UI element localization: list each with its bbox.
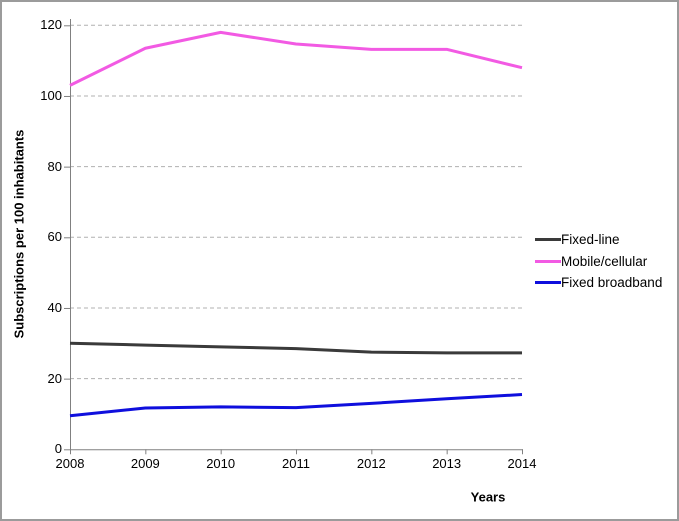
legend-label: Fixed broadband (561, 275, 663, 291)
legend-line-swatch (535, 238, 561, 242)
x-tick-label: 2013 (432, 456, 462, 472)
y-tick-label: 100 (40, 87, 62, 103)
y-tick-label: 120 (40, 17, 62, 33)
legend-label: Fixed-line (561, 232, 620, 248)
legend-line-swatch (535, 259, 561, 263)
y-tick-label: 20 (47, 370, 62, 386)
series-line-fixed-broadband (69, 393, 523, 418)
y-tick-label: 60 (47, 229, 62, 245)
legend-label: Mobile/cellular (561, 253, 648, 269)
x-tick-label: 2014 (507, 456, 537, 472)
legend: Fixed-line Mobile/cellular Fixed broadband (535, 229, 662, 294)
x-tick-label: 2009 (130, 456, 160, 472)
series-line-fixed-line (69, 341, 522, 355)
x-axis-title: Years (470, 489, 506, 505)
x-tick-label: 2008 (55, 456, 85, 472)
legend-item: Fixed-line (535, 229, 662, 251)
series-line-mobile-cellular (69, 30, 523, 87)
x-tick-label: 2011 (282, 456, 310, 472)
legend-item: Fixed broadband (535, 272, 662, 294)
legend-line-swatch (535, 281, 561, 285)
y-tick-label: 80 (47, 158, 62, 174)
y-tick-label: 40 (47, 299, 62, 315)
y-tick-label: 0 (54, 441, 62, 457)
x-tick-label: 2012 (356, 456, 386, 472)
legend-item: Mobile/cellular (535, 251, 662, 273)
x-tick-label: 2010 (206, 456, 236, 472)
